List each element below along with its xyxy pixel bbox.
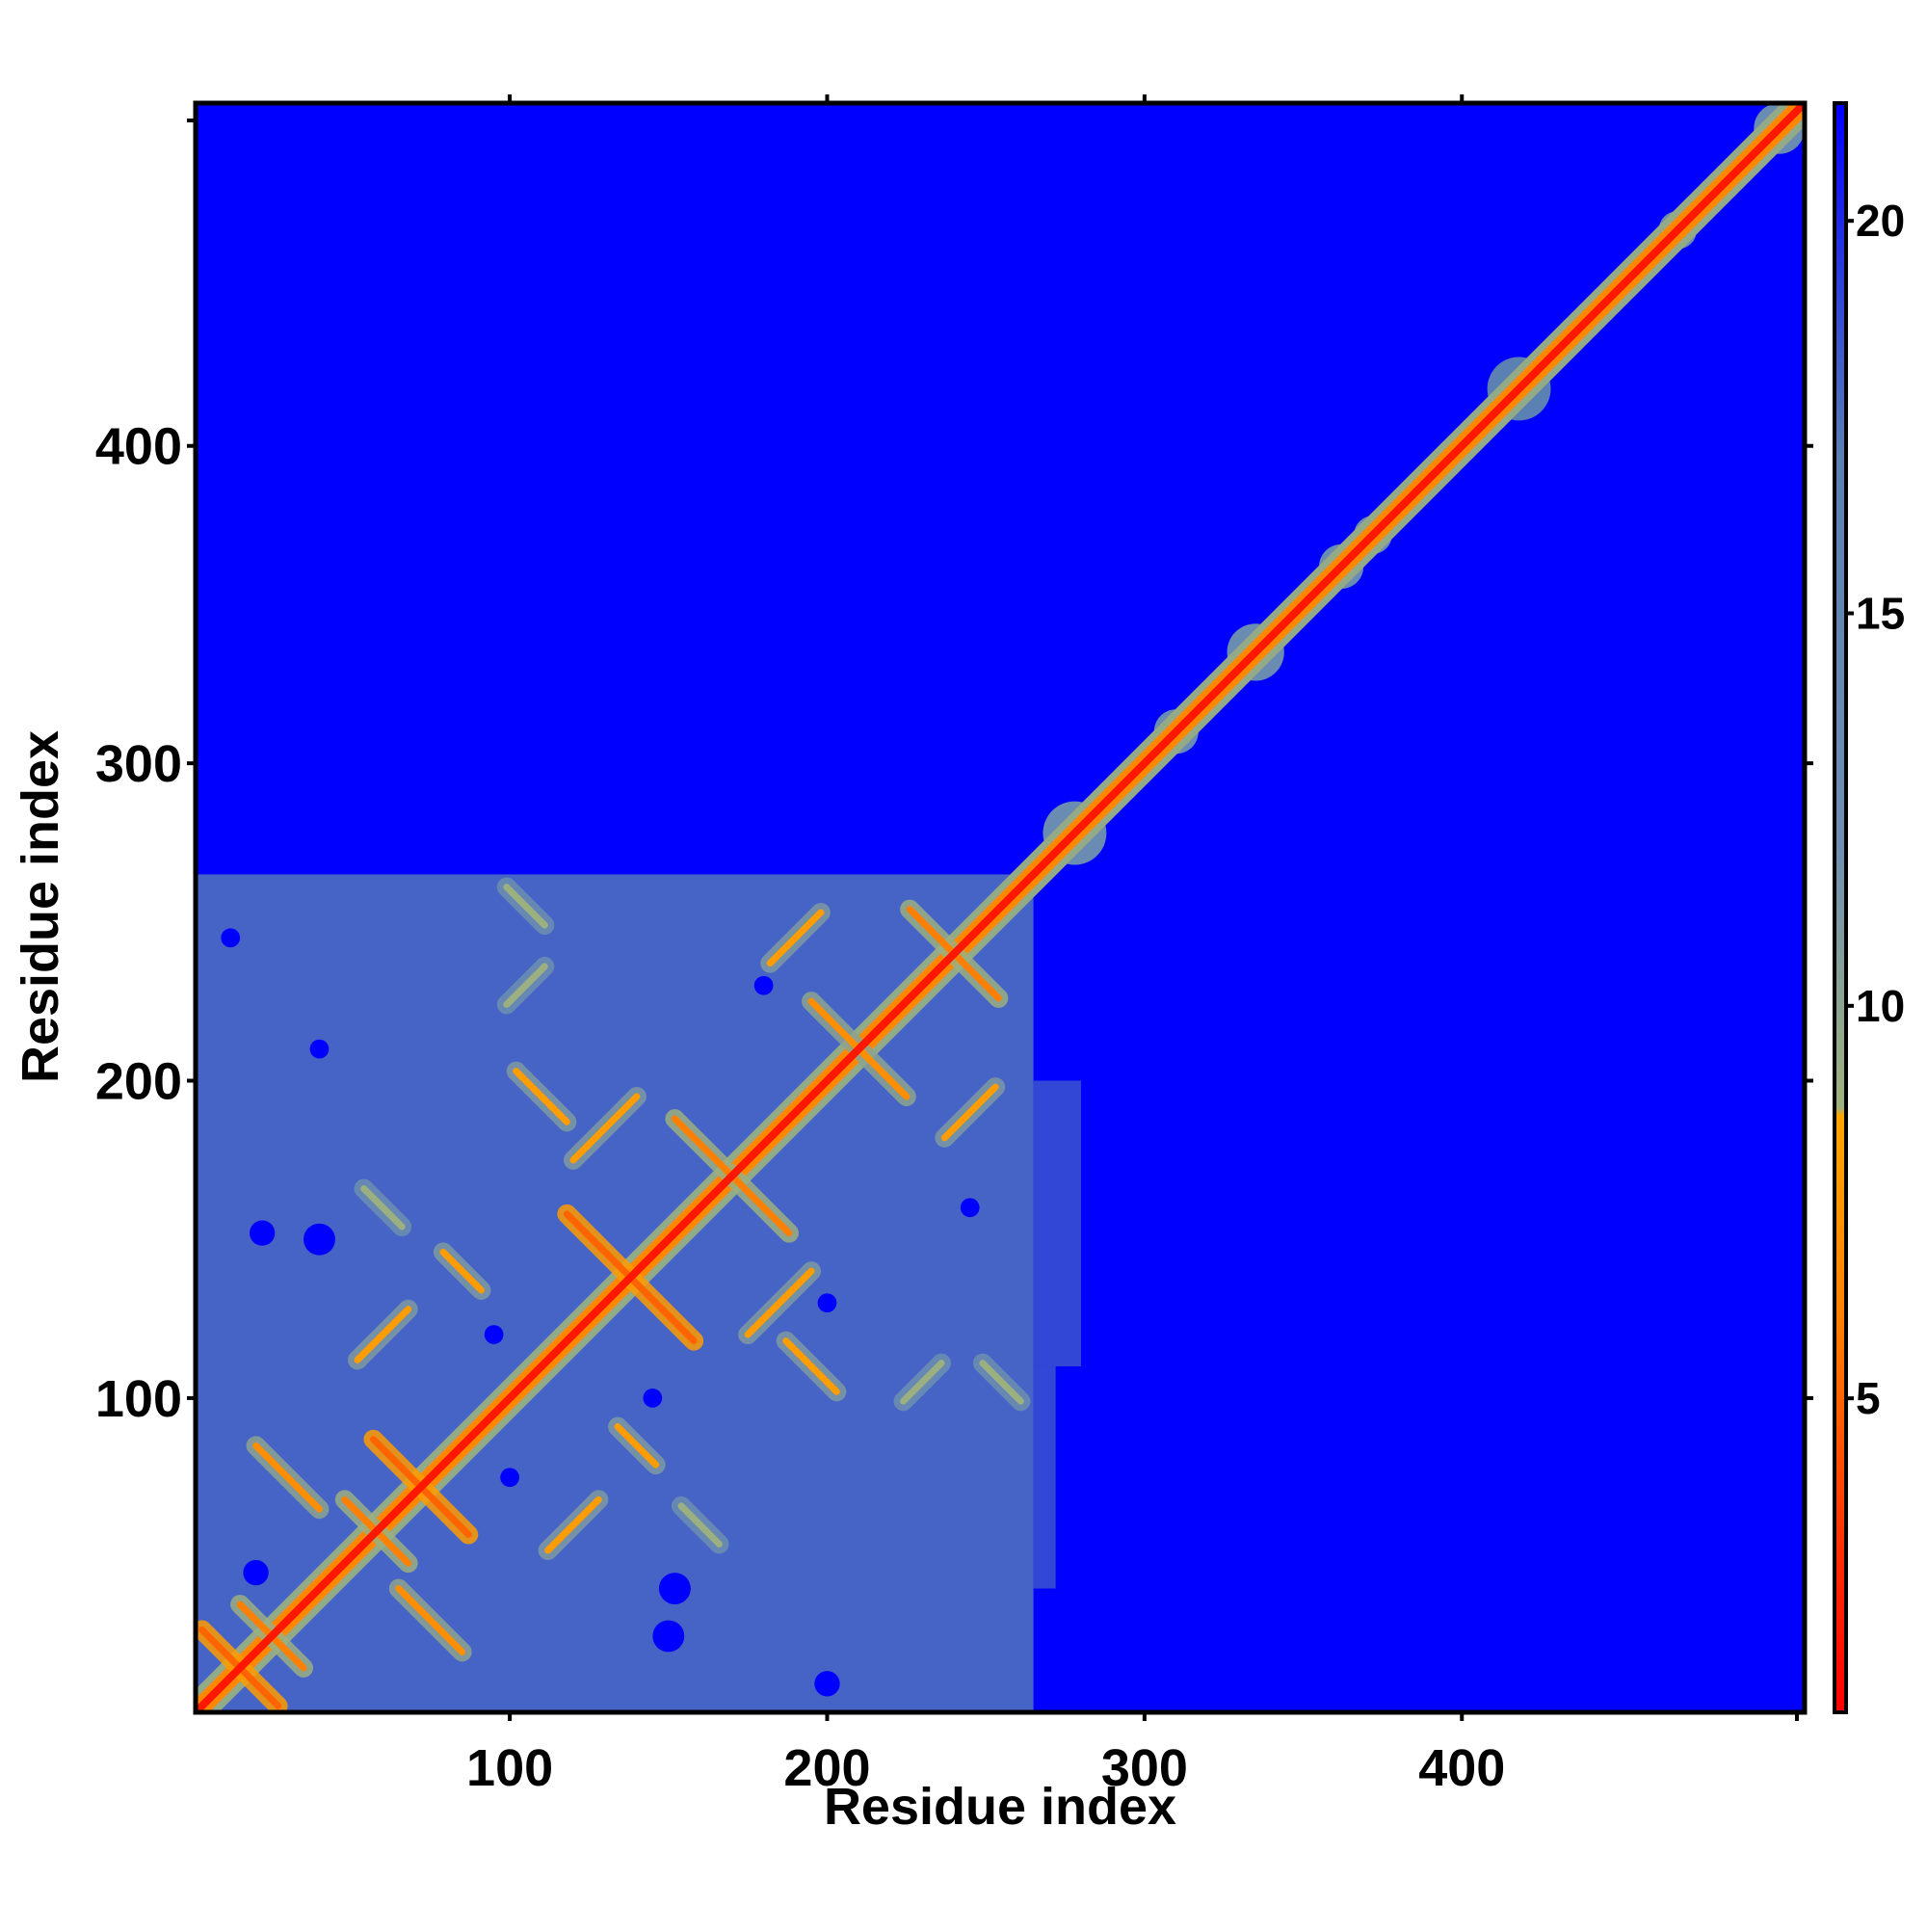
axes: 100 200 300 400 100 200 300 400 (95, 94, 1813, 1797)
contact-line (766, 909, 825, 967)
y-tick-label: 400 (95, 418, 182, 476)
depleted-patch (243, 1559, 269, 1586)
x-tick-label: 100 (466, 1739, 553, 1797)
depleted-patch (960, 1198, 980, 1218)
contact-line (677, 1502, 723, 1548)
colorbar-tick-label: 15 (1856, 589, 1905, 639)
depleted-patch (309, 1039, 330, 1059)
depleted-patch (221, 928, 241, 948)
domain-fringe (1033, 1365, 1056, 1589)
contact-line (940, 1083, 999, 1142)
contact-line (252, 1442, 323, 1513)
contact-line (395, 1585, 466, 1655)
y-tick-label: 200 (95, 1053, 182, 1111)
contact-line (569, 1093, 641, 1164)
colorbar-tick-label: 10 (1856, 981, 1905, 1031)
contact-line (900, 1360, 945, 1405)
y-tick-label: 100 (95, 1370, 182, 1428)
y-axis-label: Residue index (12, 730, 69, 1083)
contact-line (744, 1267, 815, 1338)
depleted-patch (753, 975, 774, 995)
diagonal-line (196, 103, 1805, 1712)
plot-border (193, 100, 1808, 1715)
colorbar: 5 10 15 20 (1833, 101, 1905, 1714)
colorbar-tick-label: 20 (1856, 196, 1905, 246)
x-tick-label: 400 (1418, 1739, 1505, 1797)
contact-line (354, 1306, 412, 1363)
depleted-patch (484, 1325, 504, 1344)
plot-frame (193, 100, 1808, 1715)
depleted-patch (817, 1293, 837, 1312)
x-tick-label: 300 (1101, 1739, 1188, 1797)
contact-line (979, 1360, 1024, 1405)
contact-line (439, 1248, 485, 1294)
depleted-patch (303, 1223, 335, 1256)
x-axis-label: Residue index (824, 1778, 1176, 1836)
x-tick-label: 200 (783, 1739, 870, 1797)
depleted-patch (814, 1671, 840, 1697)
depleted-patch (658, 1573, 691, 1605)
colorbar-tick-label: 5 (1856, 1373, 1881, 1423)
depleted-patch (249, 1220, 276, 1246)
depleted-patch (500, 1468, 519, 1488)
depleted-patch (652, 1620, 685, 1653)
contact-line (503, 963, 548, 1008)
contact-line (782, 1337, 840, 1395)
contact-line (360, 1185, 406, 1231)
colorbar-bar (1833, 101, 1848, 1714)
contact-line (513, 1068, 570, 1125)
contact-line (544, 1495, 602, 1554)
depleted-patch (643, 1389, 663, 1408)
domain-fringe (1033, 1080, 1081, 1366)
contact-line (614, 1423, 660, 1469)
y-tick-label: 300 (95, 735, 182, 793)
contact-line (503, 884, 548, 929)
heatmap-area (196, 103, 1805, 1712)
